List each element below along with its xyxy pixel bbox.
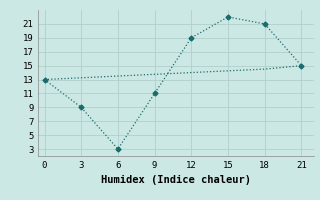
- X-axis label: Humidex (Indice chaleur): Humidex (Indice chaleur): [101, 175, 251, 185]
